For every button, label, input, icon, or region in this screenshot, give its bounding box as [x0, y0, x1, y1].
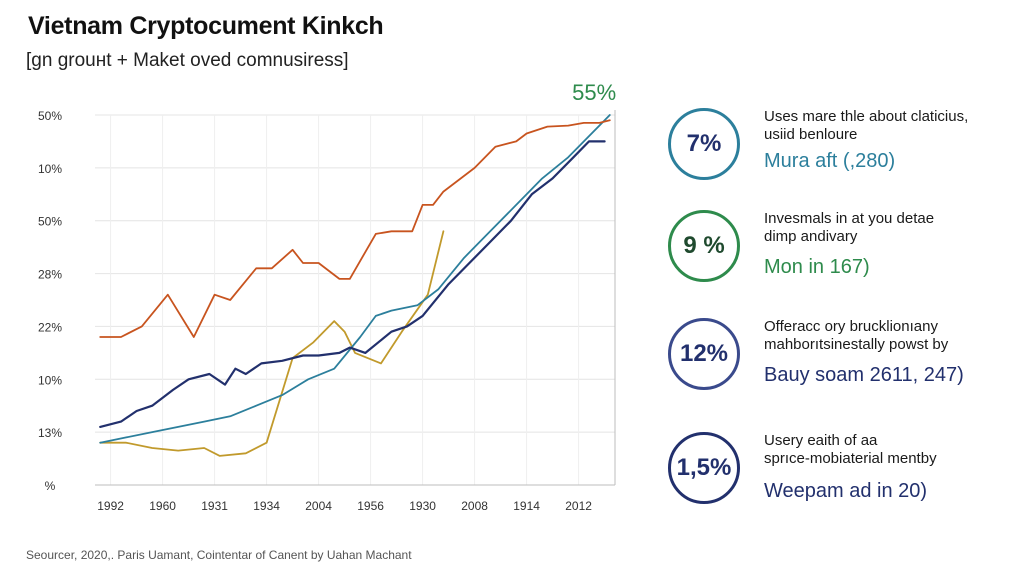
x-tick-label: 2008	[461, 499, 488, 513]
stat-detail: Bauy soam 2611, 247)	[764, 364, 964, 386]
stat-detail: Mura aft (,280)	[764, 150, 896, 172]
y-tick-label: 10%	[38, 373, 62, 387]
stat-description-line: Offeracc ory brucklionıany	[764, 318, 938, 335]
stat-description: Usery eaith of aa sprıce-mobiaterial men…	[764, 432, 1004, 468]
series-line-dark-navy	[99, 140, 606, 428]
x-tick-label: 1931	[201, 499, 228, 513]
stat-detail: Weepam ad in 20)	[764, 480, 928, 502]
stat-percent-ring: 7%	[668, 108, 740, 180]
x-tick-label: 1960	[149, 499, 176, 513]
stat-description-line: mahborıtsinestally powst by	[764, 336, 949, 353]
stat-description: Offeracc ory brucklionıany mahborıtsines…	[764, 318, 1004, 354]
x-tick-label: 1992	[97, 499, 124, 513]
x-tick-label: 2012	[565, 499, 592, 513]
y-tick-label: 50%	[38, 109, 62, 123]
y-tick-label: 28%	[38, 268, 62, 282]
y-tick-label: 10%	[38, 162, 62, 176]
chart-title: Vietnam Cryptocument Kinkch	[28, 12, 384, 40]
x-tick-label: 1956	[357, 499, 384, 513]
stat-description: Uses mare thle about claticius, usiid be…	[764, 108, 1004, 144]
x-tick-label: 2004	[305, 499, 332, 513]
stat-card: 12% Offeracc ory brucklionıany mahborıts…	[668, 318, 1008, 398]
stat-detail: Mon in 167)	[764, 256, 870, 278]
stat-description-line: dimp andivary	[764, 228, 858, 245]
stat-card: 7% Uses mare thle about claticius, usiid…	[668, 108, 1008, 188]
end-value-annotation: 55%	[572, 80, 616, 105]
stat-card: 9 % Invesmals in at you detae dimp andiv…	[668, 210, 1008, 290]
stat-description: Invesmals in at you detae dimp andivary	[764, 210, 1004, 246]
stat-percent-ring: 9 %	[668, 210, 740, 282]
stat-percent-ring: 1,5%	[668, 432, 740, 504]
stat-description-line: Invesmals in at you detae	[764, 210, 935, 227]
chart-subtitle: [ɡn grouнt + Maket oved comnusiress]	[26, 50, 349, 71]
x-tick-label: 1934	[253, 499, 280, 513]
stat-card: 1,5% Usery eaith of aa sprıce-mobiateria…	[668, 432, 1008, 512]
y-tick-label: 13%	[38, 426, 62, 440]
series-line-orange	[99, 119, 611, 338]
series-line-gold	[99, 230, 445, 457]
source-footnote: Seourcer, 2020,. Paris Uamant, Cointenta…	[26, 548, 412, 562]
series-line-teal	[99, 114, 611, 444]
x-tick-label: 1914	[513, 499, 540, 513]
stat-percent-ring: 12%	[668, 318, 740, 390]
y-tick-label: 50%	[38, 215, 62, 229]
x-tick-label: 1930	[409, 499, 436, 513]
stat-description-line: Uses mare thle about claticius,	[764, 108, 969, 125]
stat-description-line: sprıce-mobiaterial mentby	[764, 450, 937, 467]
stat-description-line: Usery eaith of aa	[764, 432, 878, 449]
stat-description-line: usiid benloure	[764, 126, 858, 143]
y-tick-label: %	[45, 479, 56, 493]
y-tick-label: 22%	[38, 320, 62, 334]
